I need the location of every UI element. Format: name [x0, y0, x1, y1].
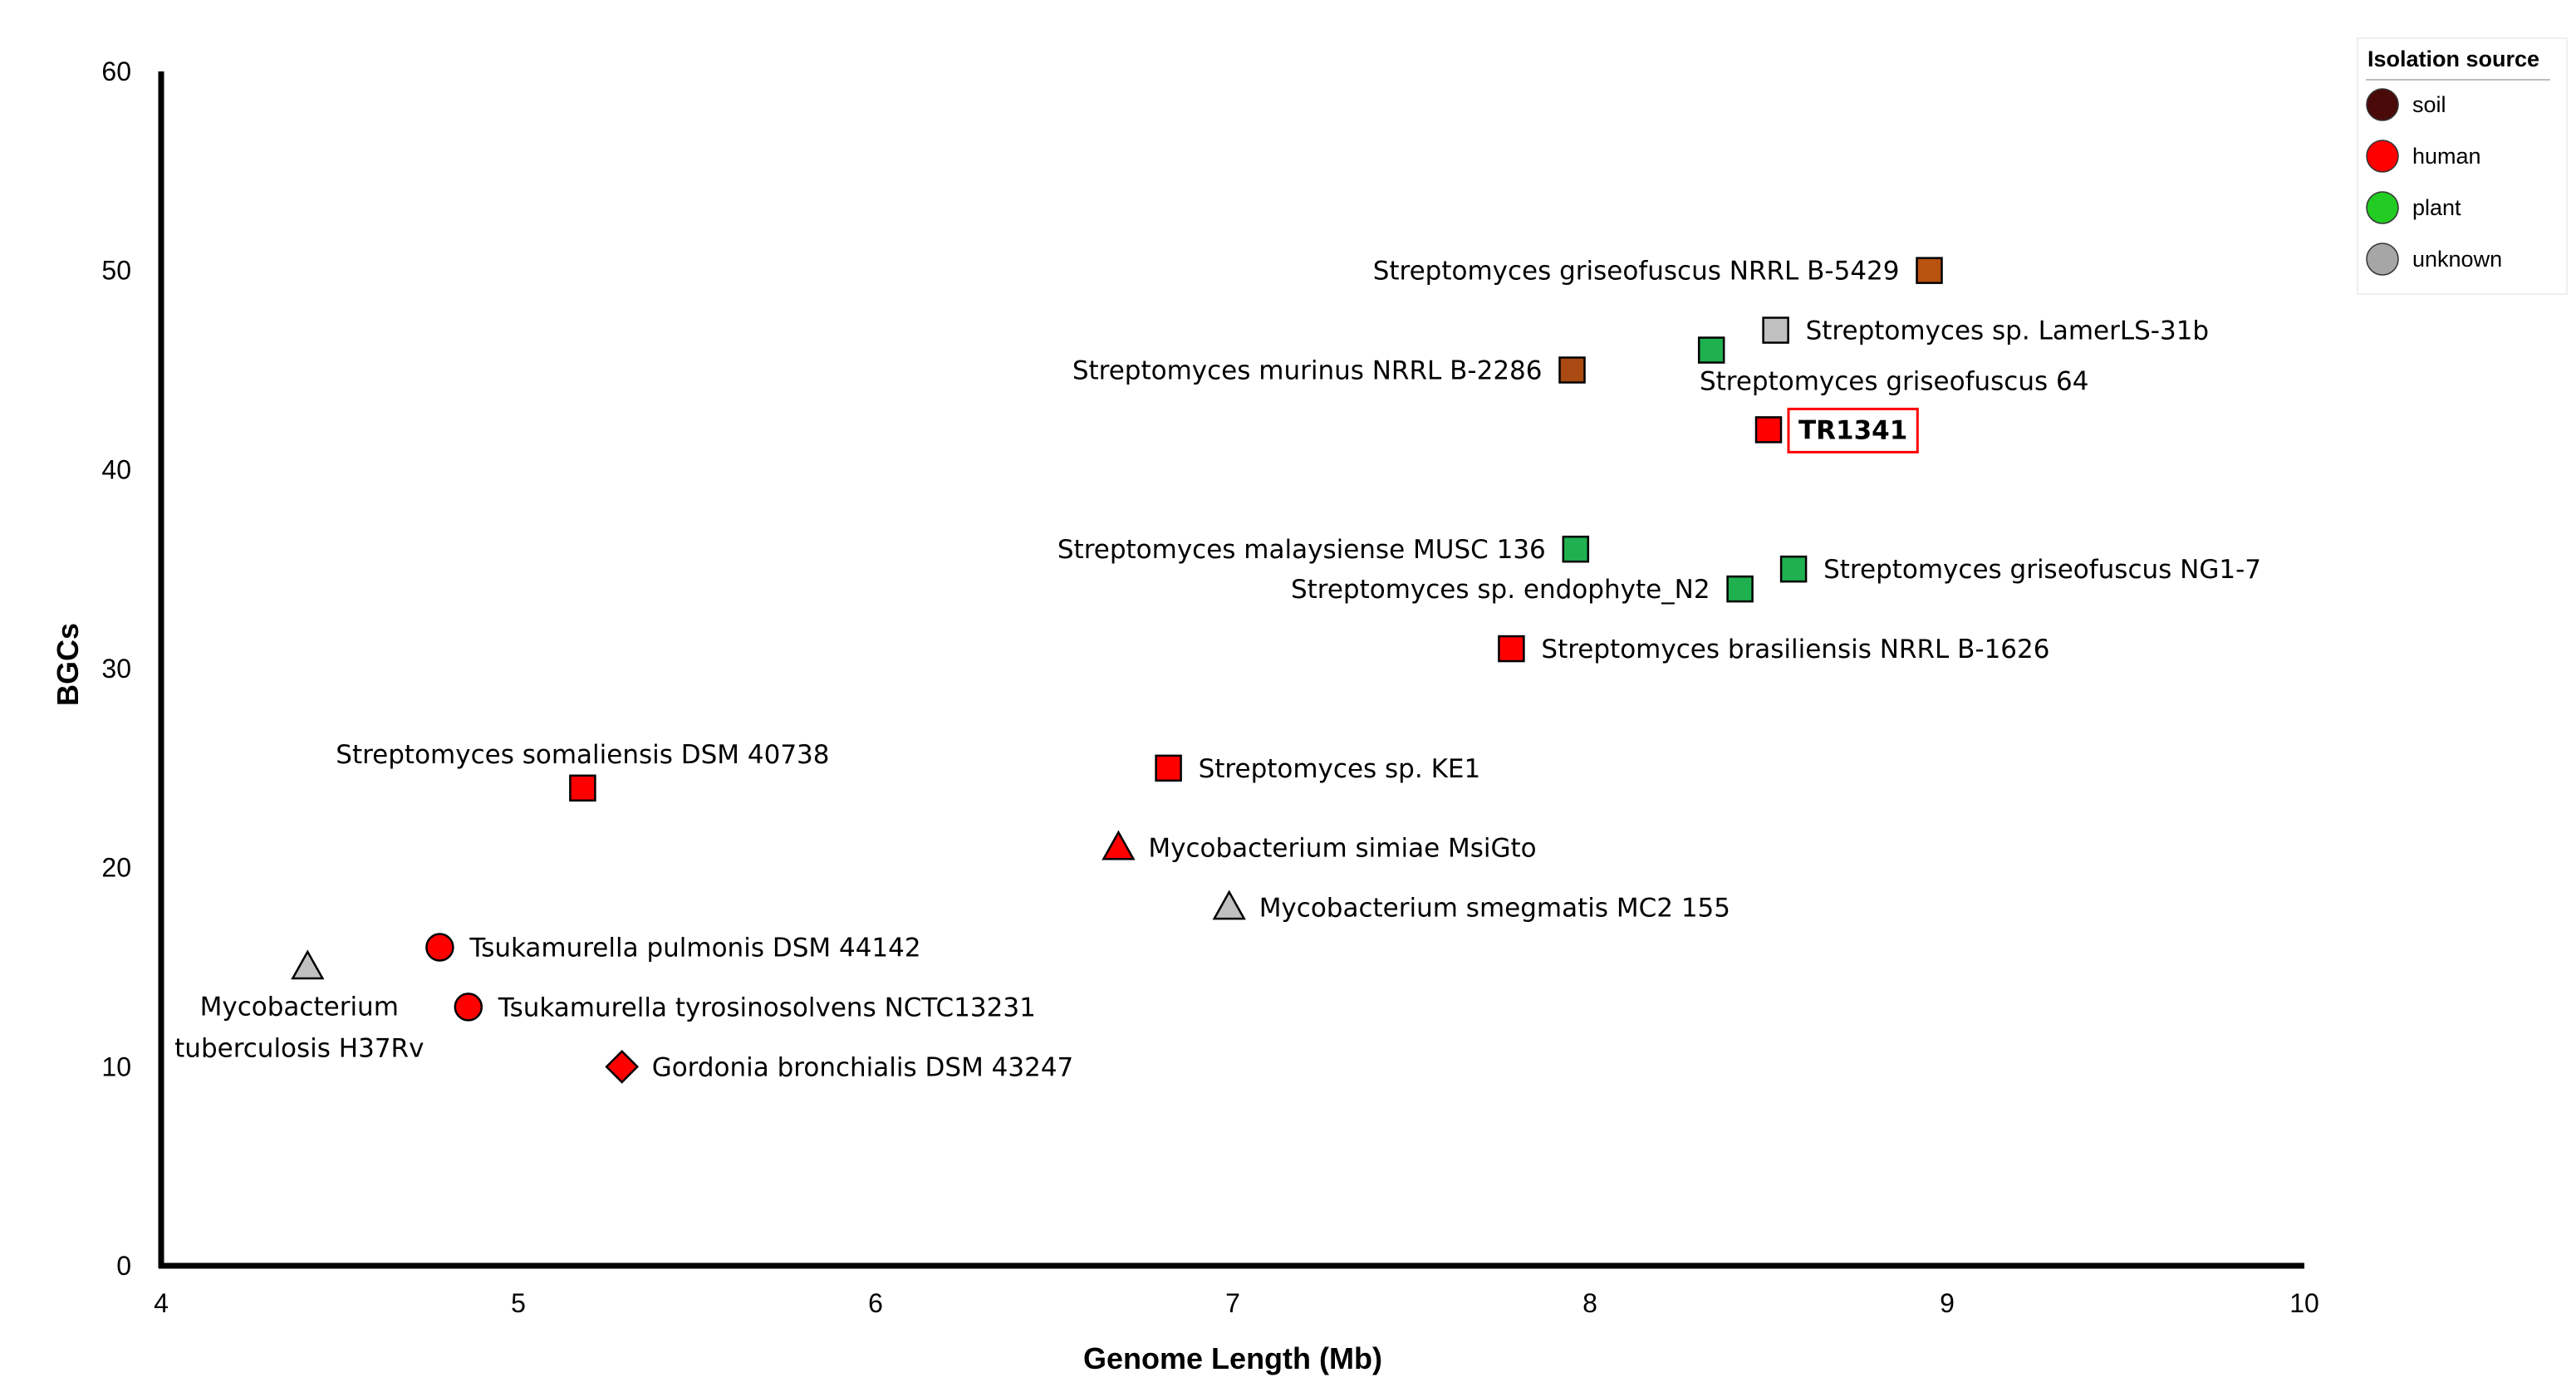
data-points [291, 257, 1943, 1084]
y-tick-label: 60 [101, 56, 131, 86]
point-label: Streptomyces griseofuscus NG1-7 [1823, 555, 2261, 585]
x-tick-label: 4 [154, 1288, 169, 1318]
data-point [1779, 555, 1808, 583]
legend-label: plant [2412, 195, 2461, 220]
data-point [1562, 535, 1590, 563]
legend-swatch [2366, 88, 2399, 121]
legend-swatch [2366, 140, 2399, 173]
x-tick-label: 9 [1940, 1288, 1955, 1318]
y-tick-label: 0 [116, 1251, 131, 1281]
data-point [569, 774, 596, 802]
x-tick-label: 7 [1225, 1288, 1240, 1318]
legend-items: soil human plant unknown [2366, 88, 2502, 276]
x-tick-label: 5 [511, 1288, 526, 1318]
point-label: Streptomyces sp. KE1 [1199, 754, 1481, 784]
point-label: Streptomyces sp. endophyte_N2 [1291, 575, 1710, 605]
point-label: Streptomyces griseofuscus NRRL B-5429 [1373, 257, 1900, 287]
legend-label: soil [2412, 92, 2446, 117]
point-label: Streptomyces somaliensis DSM 40738 [336, 740, 829, 770]
legend-swatch [2366, 191, 2399, 224]
data-point [1762, 316, 1789, 344]
data-point [454, 993, 483, 1022]
y-axis-title: BGCs [51, 623, 85, 706]
data-point [1916, 257, 1943, 284]
legend-title: Isolation source [2367, 47, 2539, 71]
point-label: Mycobacterium simiae MsiGto [1148, 834, 1536, 864]
y-tick-label: 20 [101, 853, 131, 883]
data-point [1498, 635, 1525, 663]
data-point [1102, 830, 1136, 860]
x-tick-label: 6 [868, 1288, 883, 1318]
data-point [1155, 754, 1182, 782]
legend-label: human [2412, 144, 2481, 169]
y-tick-label: 40 [101, 454, 131, 484]
point-label: Streptomyces griseofuscus 64 [1700, 367, 2089, 397]
point-label: TR1341 [1798, 415, 1907, 445]
data-point [1697, 336, 1725, 364]
point-label: Streptomyces malaysiense MUSC 136 [1057, 535, 1546, 565]
point-label: Streptomyces sp. LamerLS-31b [1806, 316, 2210, 346]
x-tick-label: 10 [2289, 1288, 2319, 1318]
data-point [1726, 575, 1754, 603]
legend-label: unknown [2412, 247, 2502, 272]
point-label: Mycobacterium [200, 993, 399, 1022]
axes [158, 71, 2304, 1269]
point-label: Mycobacterium smegmatis MC2 155 [1259, 894, 1730, 924]
point-label: Streptomyces brasiliensis NRRL B-1626 [1541, 635, 2049, 664]
y-tick-label: 30 [101, 654, 131, 684]
y-tick-label: 50 [101, 256, 131, 286]
data-point [425, 933, 454, 962]
highlight-box [1787, 407, 1919, 453]
x-tick-label: 8 [1582, 1288, 1597, 1318]
legend: Isolation source soil human plant unknown [2357, 37, 2568, 295]
legend-swatch [2366, 243, 2399, 276]
data-point [1754, 416, 1783, 444]
data-point [605, 1049, 640, 1084]
ticks: 4 5 6 7 8 9 10 0 10 20 30 40 50 60 [101, 56, 2318, 1318]
point-label: Streptomyces murinus NRRL B-2286 [1072, 356, 1543, 386]
data-point [1558, 356, 1586, 384]
data-point [291, 949, 325, 980]
point-label: Tsukamurella tyrosinosolvens NCTC13231 [498, 993, 1036, 1022]
data-point [1212, 890, 1246, 920]
point-label-line2: tuberculosis H37Rv [174, 1034, 424, 1064]
y-tick-label: 10 [101, 1051, 131, 1081]
point-label: Tsukamurella pulmonis DSM 44142 [469, 934, 920, 963]
x-axis-title: Genome Length (Mb) [1083, 1341, 1382, 1375]
point-label: Gordonia bronchialis DSM 43247 [652, 1052, 1074, 1082]
point-labels: Streptomyces griseofuscus NRRL B-5429 Str… [174, 257, 2261, 1083]
